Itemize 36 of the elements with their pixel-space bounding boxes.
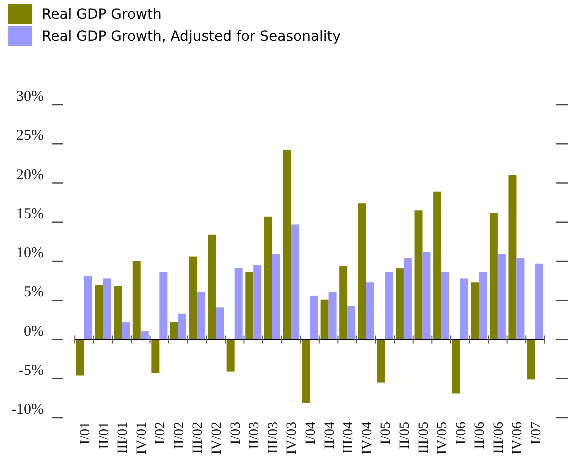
x-tick-label: I/07 <box>530 422 545 445</box>
x-tick-label: I/06 <box>454 422 470 445</box>
y-tick-label: -5% <box>19 362 44 379</box>
x-tick-label: I/01 <box>78 422 94 445</box>
y-tick-label: 15% <box>16 206 44 222</box>
y-tick-label: 0% <box>24 324 44 340</box>
x-tick-label: I/02 <box>154 422 169 445</box>
y-tick-label: 30% <box>16 89 44 105</box>
x-tick-label: II/06 <box>473 422 488 450</box>
x-tick-label: IV/01 <box>134 422 150 455</box>
x-tick-label: II/02 <box>172 422 188 450</box>
y-tick-label: 25% <box>16 128 44 144</box>
x-tick-label: II/01 <box>97 422 112 450</box>
legend-label: Real GDP Growth <box>42 7 162 23</box>
x-tick-label: IV/06 <box>510 422 526 455</box>
x-tick-label: III/02 <box>191 422 206 454</box>
y-tick-label: 20% <box>16 167 44 184</box>
y-tick-label: 5% <box>24 284 44 301</box>
x-tick-label: II/05 <box>398 422 413 450</box>
x-tick-label: III/06 <box>492 422 507 454</box>
x-tick-label: I/05 <box>379 422 394 445</box>
x-tick-label: II/04 <box>322 422 338 450</box>
x-tick-label: III/04 <box>342 422 357 454</box>
x-tick-label: III/05 <box>416 422 432 454</box>
y-tick-label: 10% <box>16 246 44 262</box>
x-tick-label: IV/05 <box>436 422 451 455</box>
x-tick-label: IV/04 <box>360 422 376 455</box>
x-tick-label: I/04 <box>304 422 319 445</box>
x-tick-label: III/03 <box>266 422 282 454</box>
x-tick-label: IV/03 <box>285 422 300 455</box>
x-tick-label: II/03 <box>248 422 263 450</box>
y-tick-label: -10% <box>12 402 44 418</box>
legend-label: Real GDP Growth, Adjusted for Seasonality <box>42 29 342 45</box>
x-tick-label: III/01 <box>116 422 132 454</box>
x-tick-label: IV/02 <box>210 422 226 455</box>
x-tick-label: I/03 <box>228 422 244 445</box>
